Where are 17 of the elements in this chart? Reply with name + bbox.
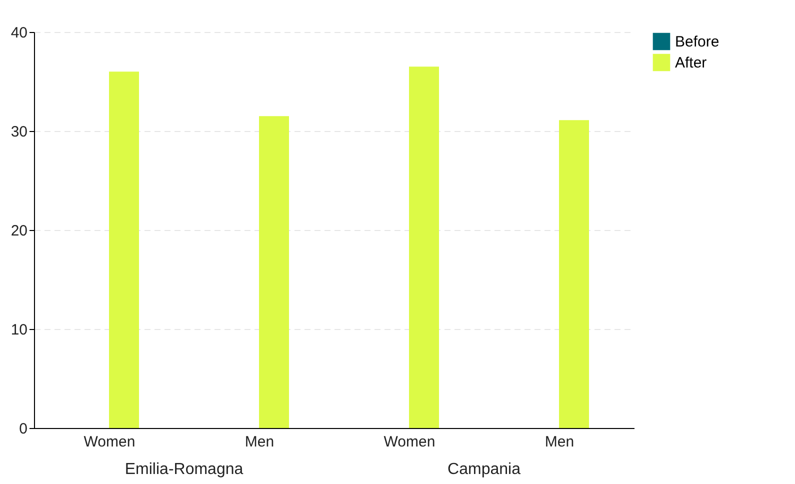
legend-label: Before	[675, 34, 720, 50]
x-tick-label: Men	[244, 434, 274, 450]
bar	[409, 66, 439, 428]
y-tick-label: 40	[10, 24, 28, 42]
y-tick-label: 0	[19, 420, 28, 438]
x-tick-label: Men	[544, 434, 574, 450]
bar	[259, 116, 289, 428]
legend-label: After	[675, 54, 707, 72]
y-tick-label: 20	[10, 222, 28, 240]
bar	[559, 120, 589, 428]
text: Emilia-Romagna	[124, 461, 244, 478]
bar	[109, 72, 139, 428]
text: Campania	[448, 461, 521, 478]
y-tick-label: 30	[10, 124, 28, 140]
x-tick-label: Women	[384, 434, 436, 450]
y-tick-label: 10	[10, 322, 28, 338]
x-tick-label: Women	[84, 434, 136, 450]
